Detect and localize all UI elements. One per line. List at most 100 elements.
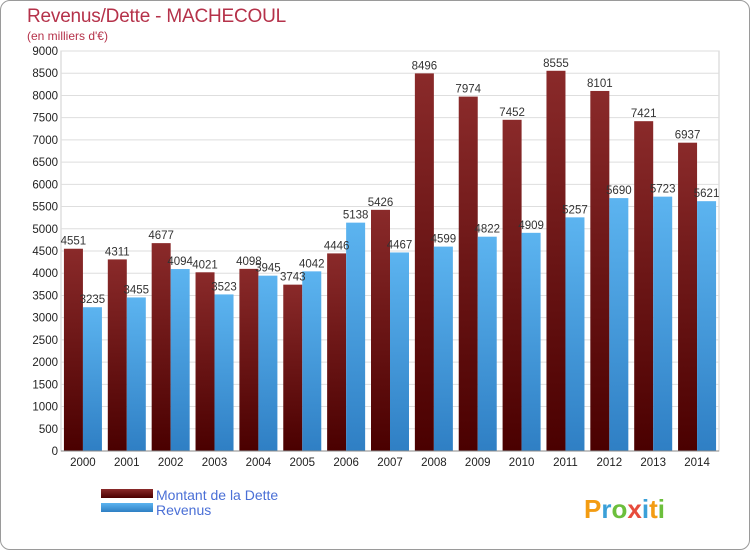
bar-debt-2008 [414, 73, 434, 452]
bar-debt-2006 [327, 253, 347, 451]
data-label-revenus-2004: 3945 [255, 263, 281, 275]
data-label-debt-2003: 4021 [192, 259, 218, 271]
bar-revenus-2013 [653, 196, 673, 451]
bar-revenus-2010 [521, 232, 541, 451]
legend-label-debt: Montant de la Dette [156, 487, 278, 503]
chart-subtitle: (en milliers d'€) [27, 29, 108, 43]
data-label-revenus-2008: 4599 [431, 234, 457, 246]
data-label-revenus-2000: 3235 [80, 294, 106, 306]
x-tick-label: 2004 [246, 457, 272, 469]
data-label-debt-2007: 5426 [368, 197, 394, 209]
x-tick-label: 2000 [70, 457, 96, 469]
y-tick-label: 2500 [32, 335, 58, 347]
bar-revenus-2006 [346, 222, 366, 451]
data-label-revenus-2003: 3523 [211, 281, 237, 293]
bar-debt-2001 [107, 259, 127, 451]
data-label-debt-2001: 4311 [105, 246, 130, 258]
data-label-revenus-2012: 5690 [606, 185, 632, 197]
y-tick-label: 5500 [32, 202, 58, 214]
x-tick-label: 2009 [465, 457, 491, 469]
data-label-revenus-2007: 4467 [387, 239, 413, 251]
bar-revenus-2011 [565, 217, 585, 451]
bar-debt-2007 [371, 209, 390, 451]
data-label-debt-2012: 8101 [587, 78, 613, 90]
data-label-revenus-2013: 5723 [650, 184, 676, 196]
y-tick-label: 4000 [32, 268, 58, 280]
bar-revenus-2014 [697, 201, 717, 451]
data-label-debt-2014: 6937 [675, 130, 701, 142]
y-tick-label: 8500 [32, 68, 58, 80]
data-label-debt-2004: 4098 [236, 256, 262, 268]
x-tick-label: 2001 [114, 457, 140, 469]
y-tick-label: 7000 [32, 135, 58, 147]
x-tick-label: 2012 [597, 457, 623, 469]
bar-debt-2014 [678, 142, 698, 451]
y-tick-label: 3500 [32, 290, 58, 302]
bar-revenus-2005 [302, 271, 322, 451]
y-tick-label: 6000 [32, 179, 58, 191]
bar-debt-2005 [283, 284, 303, 451]
bar-revenus-2009 [477, 236, 497, 451]
bar-revenus-2003 [214, 294, 234, 451]
data-label-debt-2002: 4677 [148, 230, 174, 242]
data-label-debt-2009: 7974 [455, 84, 481, 96]
y-tick-label: 6500 [32, 157, 58, 169]
data-label-debt-2011: 8555 [543, 58, 569, 70]
bar-debt-2000 [63, 248, 83, 451]
x-tick-label: 2003 [202, 457, 228, 469]
data-label-debt-2008: 8496 [412, 60, 438, 72]
x-tick-label: 2010 [509, 457, 535, 469]
bar-debt-2013 [634, 121, 654, 451]
chart-title: Revenus/Dette - MACHECOUL [27, 6, 286, 27]
data-label-revenus-2001: 3455 [124, 284, 150, 296]
y-tick-label: 500 [39, 424, 58, 436]
y-tick-label: 0 [52, 446, 58, 458]
data-label-debt-2010: 7452 [499, 107, 525, 119]
bar-revenus-2002 [170, 269, 190, 451]
y-axis-ticks: 0 500 1000 1500 2000 2500 3000 3500 4000 4500 5000… [32, 46, 58, 458]
x-axis-ticks: 2000 2001 2002 2003 2004 2005 2006 2007 2008 2009… [61, 450, 719, 469]
legend-label-revenus: Revenus [156, 502, 211, 518]
bar-revenus-2008 [433, 246, 453, 451]
bar-debt-2002 [151, 243, 171, 451]
data-label-debt-2006: 4446 [324, 240, 350, 252]
data-label-revenus-2006: 5138 [343, 210, 369, 222]
proxiti-logo: Proxiti [584, 494, 665, 524]
x-tick-label: 2011 [553, 457, 578, 469]
y-tick-label: 8000 [32, 90, 58, 102]
bar-debt-2003 [195, 272, 215, 451]
y-tick-label: 3000 [32, 313, 58, 325]
bars [63, 70, 717, 452]
data-label-revenus-2014: 5621 [694, 188, 720, 200]
bar-revenus-2000 [82, 307, 102, 451]
y-tick-label: 4500 [32, 246, 58, 258]
x-tick-label: 2005 [289, 457, 315, 469]
y-tick-label: 1500 [32, 379, 58, 391]
y-tick-label: 9000 [32, 46, 58, 58]
bar-debt-2010 [502, 119, 522, 452]
data-label-revenus-2005: 4042 [299, 258, 325, 270]
y-tick-label: 5000 [32, 224, 58, 236]
x-tick-label: 2008 [421, 457, 447, 469]
x-tick-label: 2014 [684, 457, 710, 469]
bar-revenus-2004 [258, 275, 278, 451]
data-label-revenus-2009: 4822 [474, 224, 500, 236]
data-label-revenus-2010: 4909 [518, 220, 544, 232]
x-tick-label: 2006 [333, 457, 359, 469]
bar-debt-2009 [458, 96, 478, 451]
bar-revenus-2001 [126, 297, 146, 451]
data-label-debt-2005: 3743 [280, 272, 306, 284]
data-label-revenus-2011: 5257 [562, 204, 588, 216]
bar-debt-2004 [239, 268, 259, 451]
data-label-debt-2000: 4551 [61, 236, 87, 248]
x-tick-label: 2002 [158, 457, 184, 469]
legend-swatch-revenus [101, 503, 153, 512]
legend: Montant de la Dette Revenus [101, 487, 278, 518]
legend-swatch-debt [101, 489, 153, 498]
y-tick-label: 7500 [32, 113, 58, 125]
y-tick-label: 1000 [32, 402, 58, 414]
data-label-debt-2013: 7421 [631, 108, 657, 120]
bar-debt-2012 [590, 90, 610, 451]
